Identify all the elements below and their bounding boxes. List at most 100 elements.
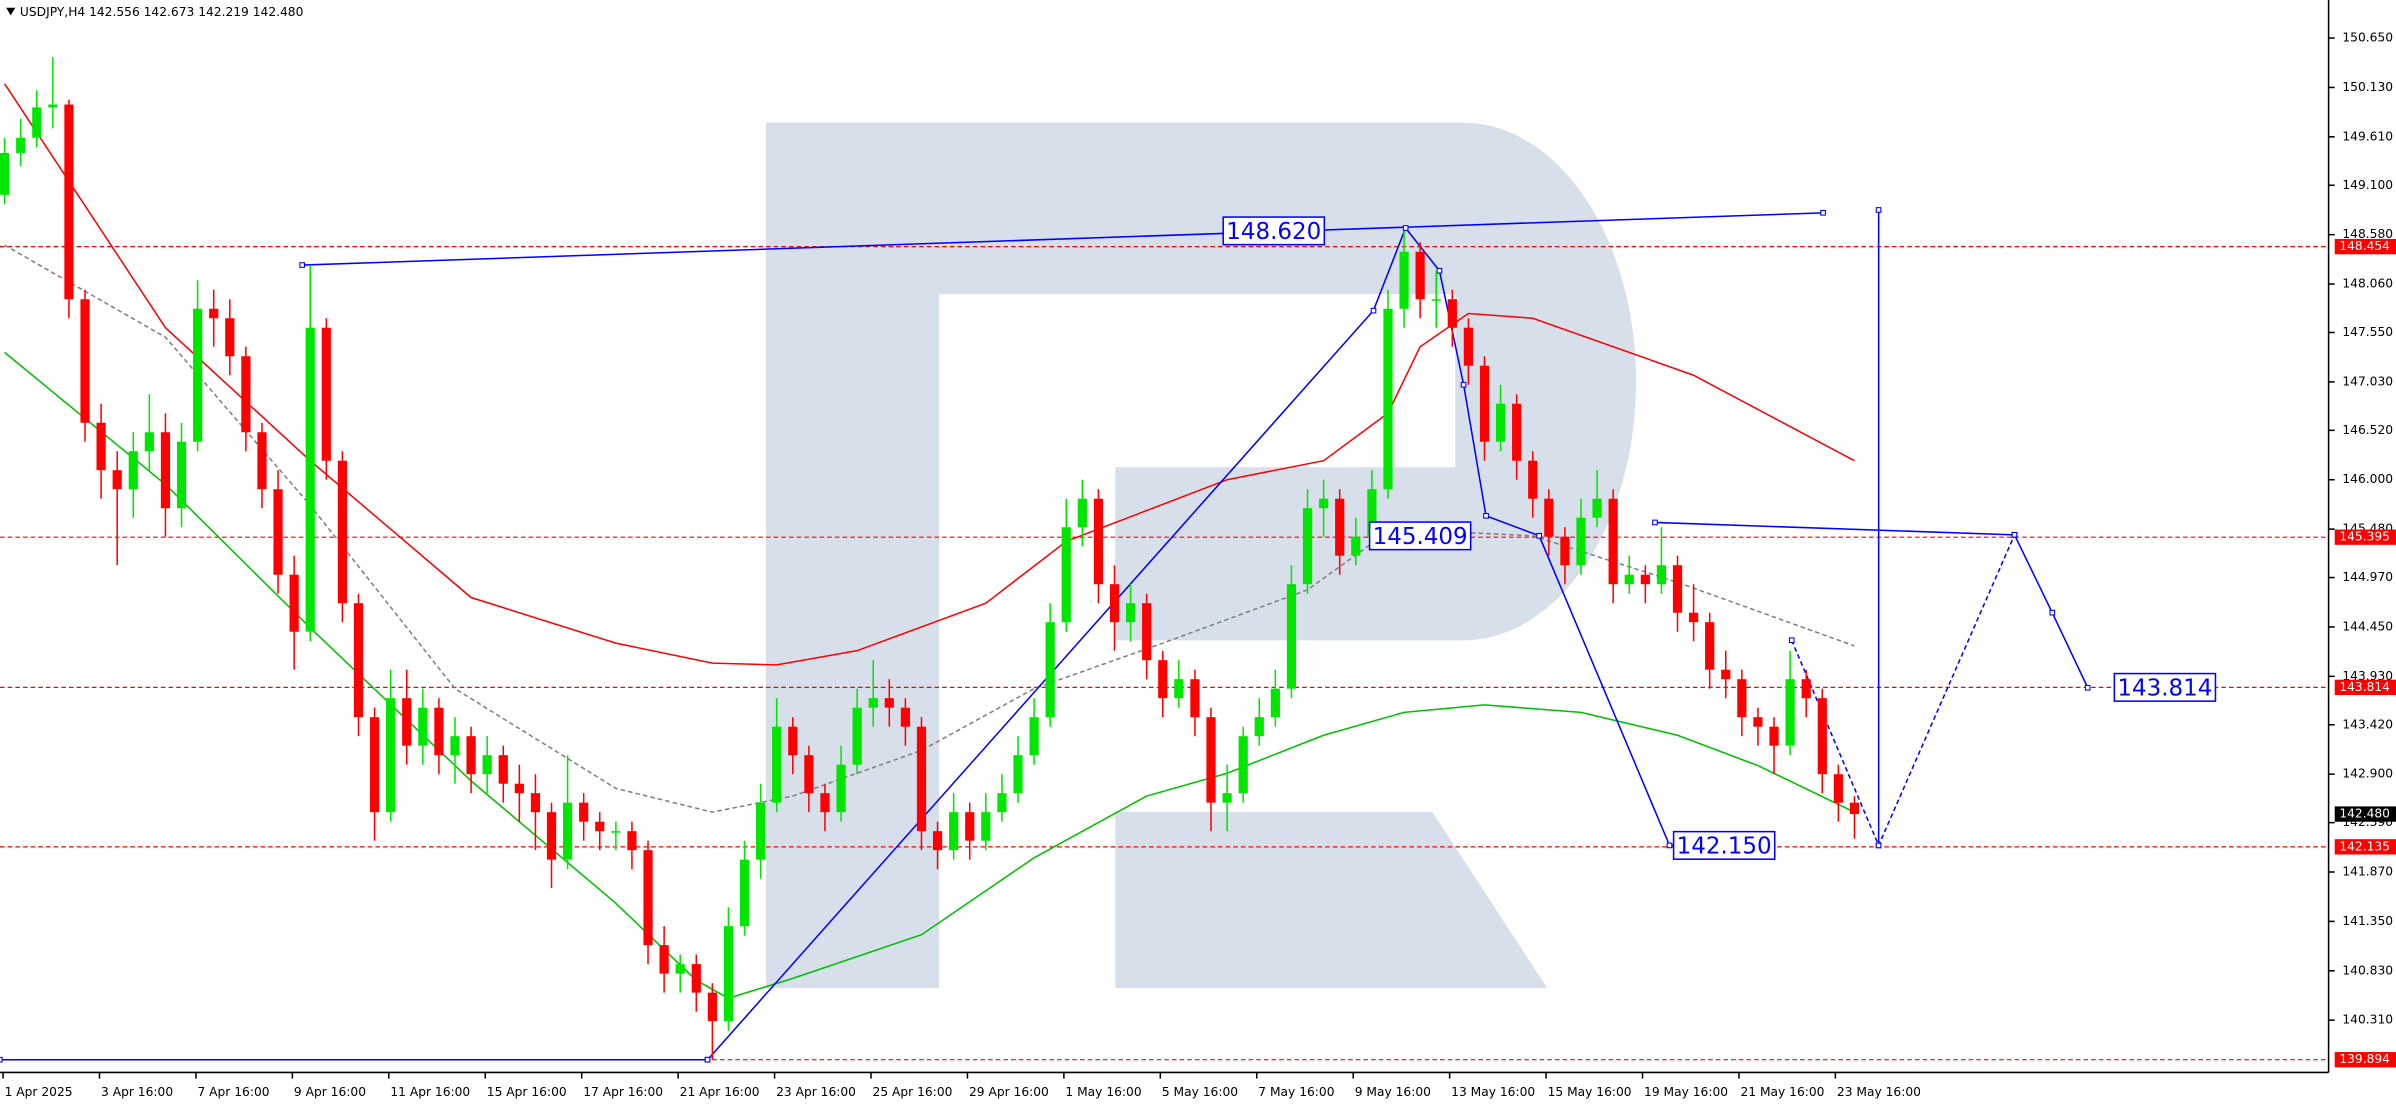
candle-body (386, 698, 396, 813)
x-tick-label: 15 May 16:00 (1548, 1085, 1632, 1099)
candle-body (1688, 612, 1699, 623)
candle-body (723, 926, 734, 1022)
candle-body (1383, 308, 1393, 490)
candle-body (48, 104, 58, 108)
candle-body (1769, 726, 1779, 746)
line-vertex (2084, 684, 2091, 691)
candle-body (772, 726, 782, 803)
candle-body (1817, 698, 1827, 775)
watermark-leg (1115, 811, 1548, 989)
candle-body (498, 755, 508, 784)
candle-body (546, 812, 557, 860)
y-tick-label: 146.000 (2342, 472, 2393, 486)
line-vertex (1436, 267, 1443, 274)
candle-body (997, 793, 1007, 813)
watermark (765, 122, 1637, 989)
y-tick-label: 150.130 (2342, 80, 2393, 94)
candle-body (241, 356, 251, 433)
level-label-box (2334, 839, 2396, 855)
candle-body (836, 764, 846, 813)
candle-body (80, 299, 90, 423)
line-vertex (704, 1056, 711, 1063)
candle-body (1495, 403, 1506, 442)
line-vertex (1875, 207, 1882, 213)
candle-body (1061, 527, 1071, 623)
candle-body (1399, 251, 1409, 309)
candle-body (273, 489, 283, 575)
menu-triangle (6, 7, 16, 16)
candle-body (1319, 498, 1329, 509)
candle-body (643, 850, 653, 946)
y-tick-label: 142.900 (2342, 767, 2393, 781)
candle-body (1045, 622, 1055, 718)
line-vertex (1652, 519, 1658, 526)
candle-body (1463, 327, 1473, 366)
x-tick-label: 23 Apr 16:00 (776, 1085, 856, 1099)
candle-body (64, 104, 74, 300)
watermark-bowl (939, 122, 1637, 641)
y-tick-label: 143.930 (2342, 669, 2393, 683)
x-tick-label: 29 Apr 16:00 (969, 1085, 1049, 1099)
candle-body (595, 821, 605, 832)
level-label: 139.894 (2339, 1052, 2390, 1066)
candle-body (530, 793, 541, 813)
candle-body (1833, 774, 1843, 803)
level-label-box (2334, 238, 2396, 255)
candle-body (884, 698, 894, 708)
candle-body (1142, 603, 1152, 661)
candle-body (852, 707, 862, 765)
candle-body (1640, 574, 1650, 585)
candle-body (0, 152, 10, 195)
candle-body (1238, 736, 1248, 794)
candle-body (1512, 403, 1522, 461)
candle-body (1158, 660, 1168, 699)
line-vertex (1370, 307, 1377, 314)
y-tick-label: 143.420 (2342, 717, 2393, 731)
y-tick-label: 147.030 (2342, 374, 2393, 388)
x-tick-label: 9 May 16:00 (1355, 1085, 1431, 1099)
candle-body (1576, 517, 1586, 566)
x-tick-label: 5 May 16:00 (1162, 1085, 1238, 1099)
current-price-label: 142.480 (2339, 807, 2390, 821)
candle-body (128, 451, 138, 490)
level-label: 145.395 (2339, 530, 2390, 544)
line-vertex (1460, 381, 1467, 388)
candle-body (257, 432, 267, 490)
y-tick-label: 141.870 (2342, 865, 2393, 879)
price-labels: 148.454 145.395 143.814 142.135 139.894 142.4… (2334, 238, 2396, 1068)
candle-body (900, 707, 910, 727)
annotation-label: 145.409 (1373, 524, 1468, 550)
candle-body (1672, 565, 1683, 613)
y-tick-label: 148.580 (2342, 227, 2393, 241)
candle-body (160, 432, 171, 509)
x-tick-label: 3 Apr 16:00 (101, 1085, 173, 1099)
x-tick-label: 1 Apr 2025 (5, 1085, 73, 1099)
candle-body (466, 736, 476, 775)
candle-body (611, 831, 621, 833)
candle-body (1656, 565, 1667, 585)
annotation-box (2113, 672, 2217, 702)
candle-body (659, 945, 669, 974)
candle-body (514, 783, 524, 794)
candle-body (804, 755, 814, 794)
line-vertex (299, 262, 306, 268)
line-vertex (2049, 609, 2056, 616)
candle-body (1013, 755, 1023, 794)
candle-body (1190, 679, 1200, 718)
watermark-bar (765, 122, 940, 989)
x-tick-label: 19 May 16:00 (1644, 1085, 1728, 1099)
candle-body (1351, 536, 1361, 556)
level-label-box (2334, 679, 2396, 696)
y-tick-label: 148.060 (2342, 277, 2393, 291)
candle-body (1528, 460, 1538, 499)
candle-body (1608, 498, 1618, 585)
candle-body (1431, 299, 1441, 301)
annotation-box (1672, 830, 1776, 860)
candle-body (418, 707, 428, 746)
line-vertex (2011, 531, 2018, 538)
candle-body (1721, 669, 1731, 680)
candle-body (1705, 622, 1715, 670)
candle-body (1206, 717, 1216, 803)
line (302, 212, 1824, 266)
